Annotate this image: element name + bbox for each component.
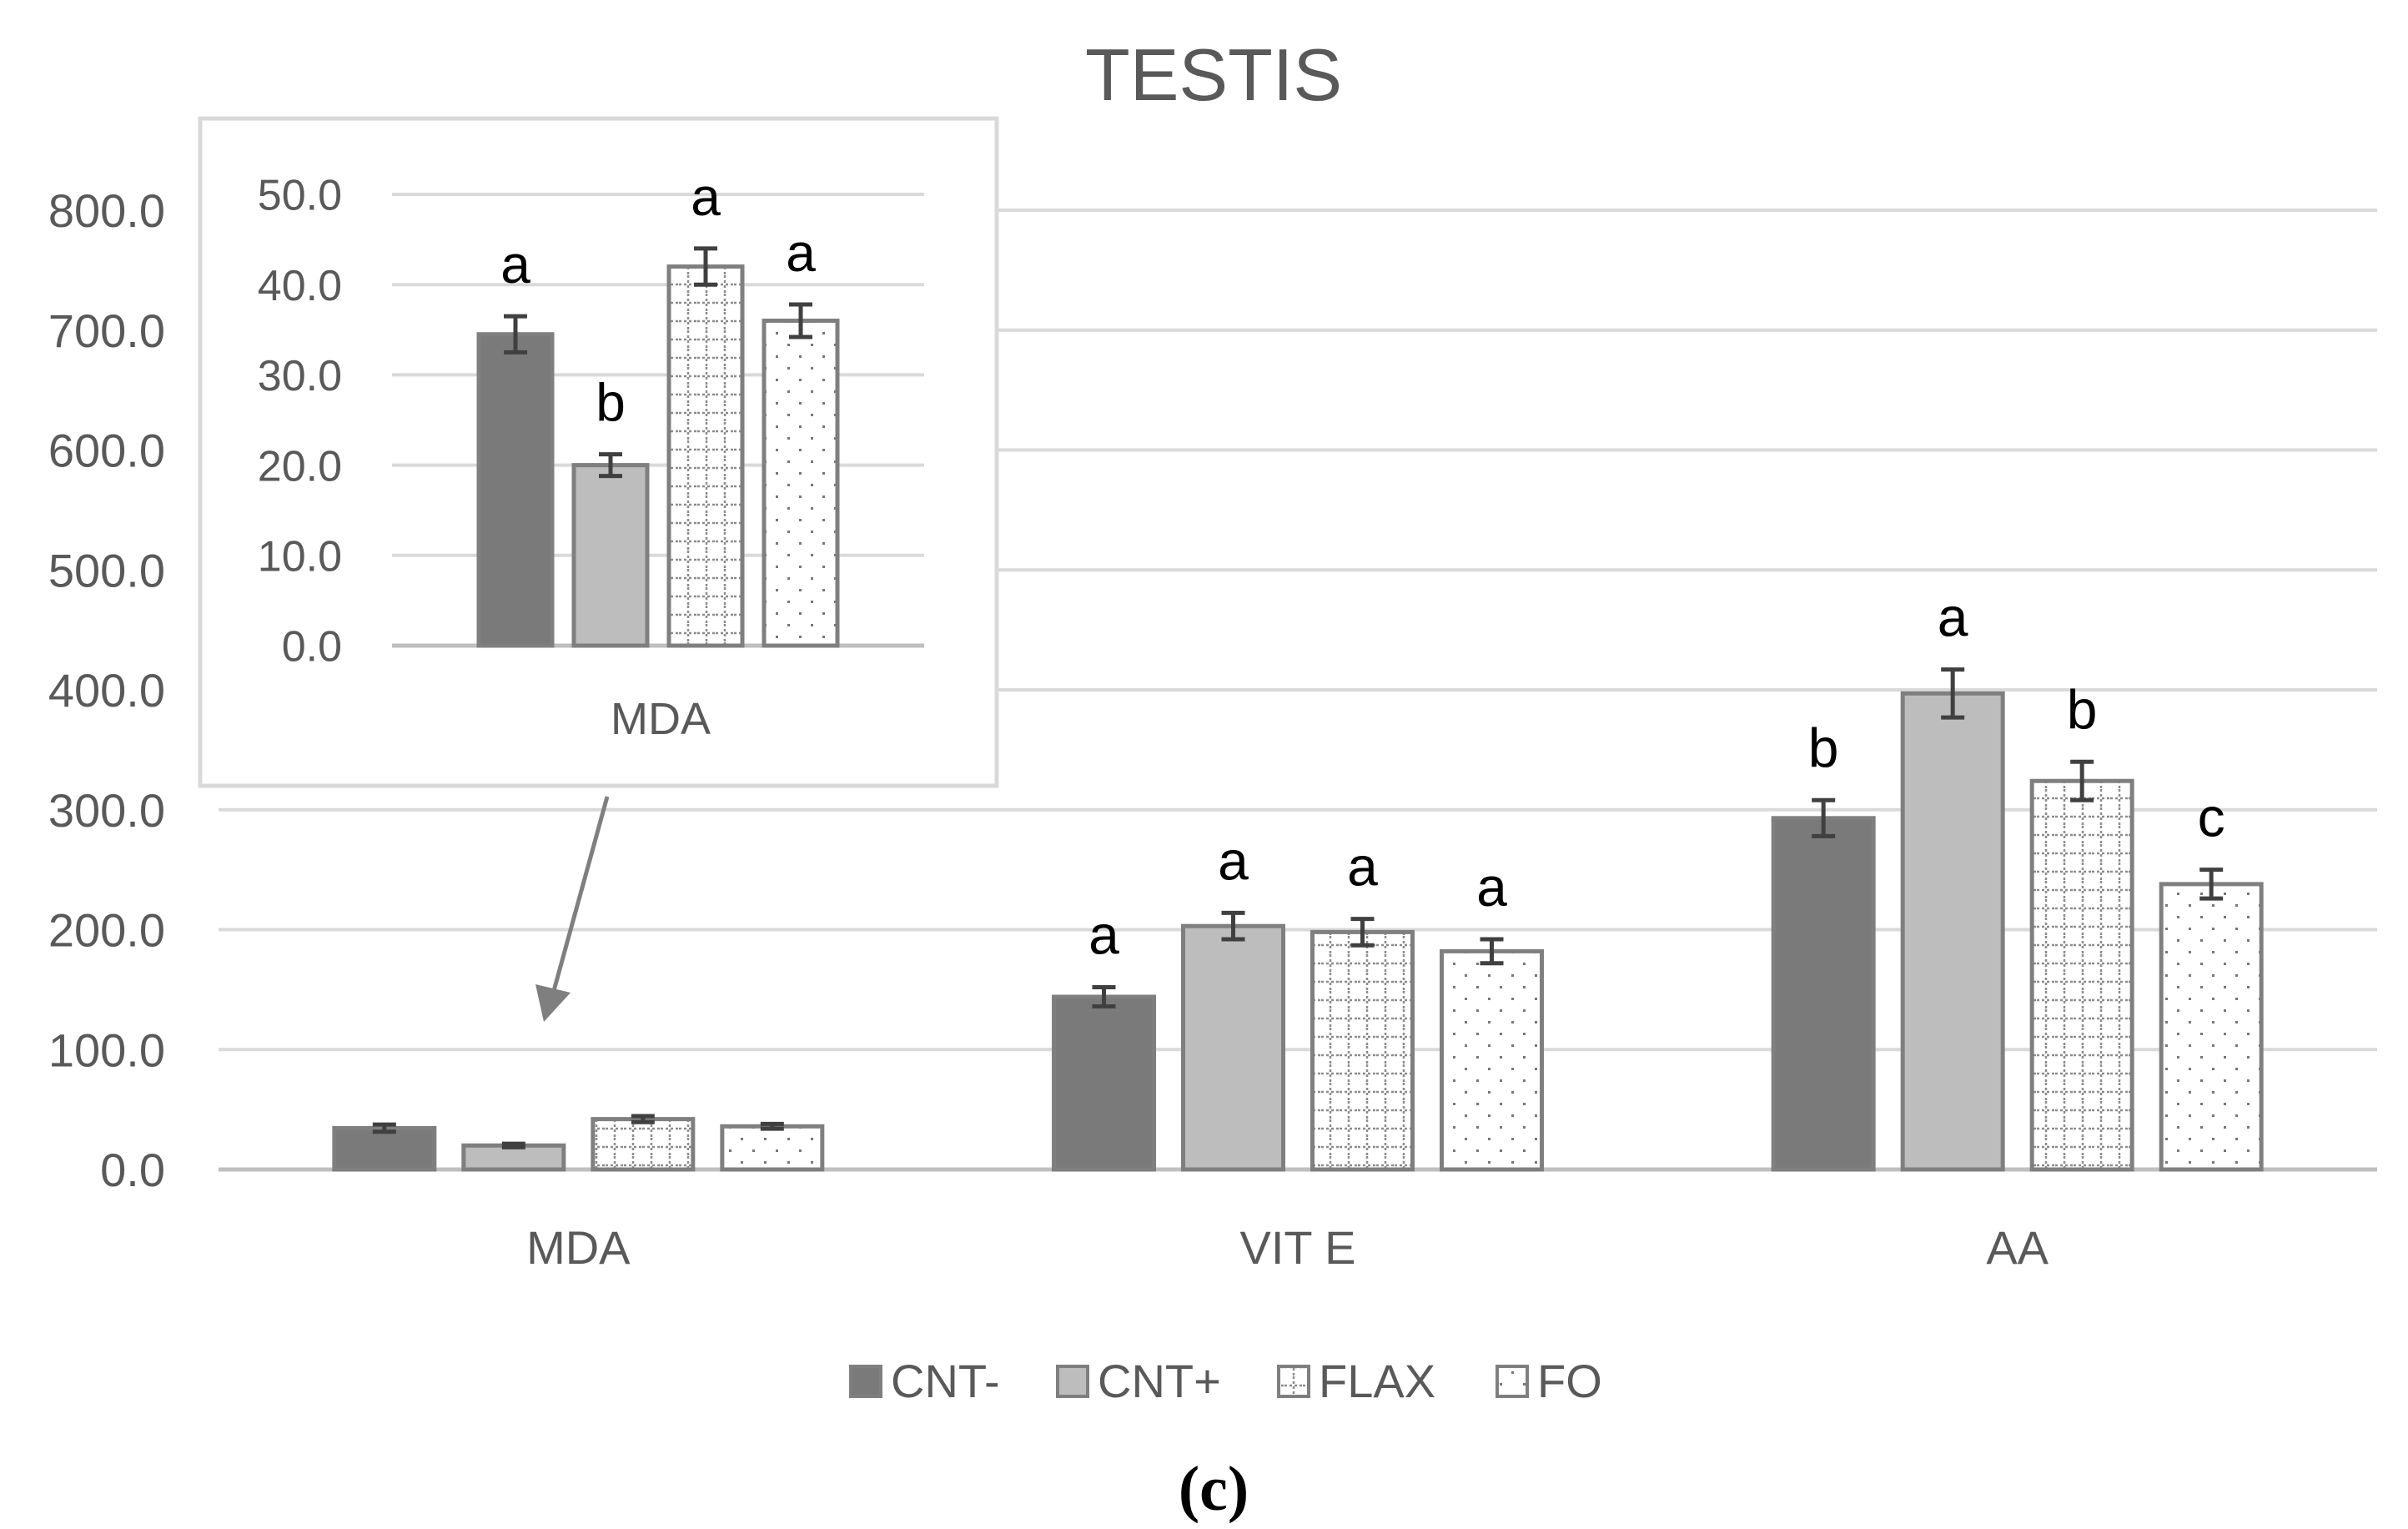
main-bars (332, 667, 2264, 1172)
inset-x-label: MDA (611, 694, 711, 744)
main-bar-mda-fo (720, 1124, 825, 1172)
inset-y-axis: 0.0 10.0 20.0 30.0 40.0 50.0 (258, 172, 342, 671)
main-error-bar-aa-cnt (1812, 797, 1836, 838)
inset-y-tick-label: 10.0 (258, 533, 342, 581)
legend-item-flax: FLAX (1277, 1355, 1435, 1407)
inset-significance-letters: a b a a (500, 167, 816, 433)
main-bar-vit-e-cnt (1052, 994, 1156, 1172)
legend-label-cnt: CNT- (891, 1355, 1000, 1407)
inset-bar-mda-fo (762, 318, 840, 648)
main-error-bar-vit-e-flax (1350, 917, 1375, 948)
main-error-bar-mda-fo (760, 1121, 784, 1131)
inset-sig-letter-mda-flax: a (691, 167, 721, 227)
main-bar-aa-flax (2029, 778, 2134, 1172)
main-sig-letter-aa-cnt: b (1808, 717, 1839, 778)
main-x-tick-label: AA (1986, 1221, 2049, 1274)
legend: CNT- CNT+ FLAX FO (849, 1355, 1602, 1407)
main-y-tick-label: 700.0 (48, 304, 165, 357)
inset-sig-letter-mda-cnt: b (596, 373, 626, 433)
inset-bar-mda-flax (666, 264, 745, 648)
main-y-tick-label: 0.0 (100, 1144, 165, 1196)
inset-error-bar-mda-cnt (599, 452, 622, 479)
main-error-bar-mda-flax (631, 1114, 655, 1124)
inset-y-tick-label: 20.0 (258, 442, 342, 490)
legend-label-cnt: CNT+ (1098, 1355, 1221, 1407)
main-y-tick-label: 200.0 (48, 904, 165, 957)
main-y-tick-label: 600.0 (48, 425, 165, 477)
legend-swatch-flax (1277, 1365, 1310, 1398)
inset-bar-mda-cnt (476, 332, 555, 648)
main-bar-mda-cnt (332, 1125, 437, 1172)
legend-item-cnt: CNT- (849, 1355, 1000, 1407)
main-bar-aa-cnt (1900, 691, 2005, 1172)
main-sig-letter-aa-flax: b (2067, 678, 2098, 740)
inset-bar-mda-cnt (571, 463, 650, 648)
main-sig-letter-aa-fo: c (2198, 787, 2225, 848)
main-error-bar-aa-fo (2199, 868, 2224, 901)
chart-title: TESTIS (1085, 33, 1342, 116)
main-x-tick-label: VIT E (1239, 1221, 1355, 1274)
main-error-bar-vit-e-cnt (1221, 910, 1245, 942)
main-y-tick-label: 500.0 (48, 544, 165, 596)
main-bar-mda-flax (591, 1117, 696, 1172)
main-bar-aa-fo (2159, 882, 2264, 1172)
main-error-bar-mda-cnt (372, 1122, 396, 1134)
inset-y-tick-label: 40.0 (258, 262, 342, 310)
main-y-axis: 0.0 100.0 200.0 300.0 400.0 500.0 600.0 700.0 80… (48, 184, 165, 1196)
main-error-bar-vit-e-cnt (1092, 985, 1116, 1008)
main-sig-letter-vit-e-fo: a (1476, 856, 1507, 918)
legend-item-fo: FO (1496, 1355, 1602, 1407)
inset-y-tick-label: 30.0 (258, 352, 342, 400)
legend-swatch-fo (1496, 1365, 1529, 1398)
inset-y-tick-label: 50.0 (258, 172, 342, 220)
main-y-tick-label: 400.0 (48, 664, 165, 717)
main-error-bar-aa-cnt (1941, 667, 1965, 720)
inset-sig-letter-mda-fo: a (786, 223, 816, 283)
panel-label: (c) (1179, 1454, 1249, 1524)
legend-swatch-cnt (849, 1365, 882, 1398)
main-sig-letter-vit-e-cnt: a (1088, 904, 1119, 966)
legend-swatch-cnt (1056, 1365, 1089, 1398)
inset-sig-letter-mda-cnt: a (500, 234, 530, 294)
main-x-tick-label: MDA (526, 1221, 631, 1274)
legend-item-cnt: CNT+ (1056, 1355, 1221, 1407)
main-y-tick-label: 100.0 (48, 1024, 165, 1076)
inset-error-bar-mda-fo (789, 302, 812, 339)
inset-pointer-arrow (535, 796, 610, 1022)
inset-y-tick-label: 0.0 (282, 623, 342, 671)
main-y-tick-label: 800.0 (48, 184, 165, 237)
main-x-axis: MDA VIT E AA (526, 1221, 2049, 1274)
main-bar-vit-e-cnt (1181, 923, 1285, 1172)
inset-error-bar-mda-flax (694, 246, 717, 287)
main-y-tick-label: 300.0 (48, 784, 165, 837)
main-error-bar-vit-e-fo (1480, 937, 1504, 966)
main-sig-letter-vit-e-cnt: a (1218, 829, 1249, 891)
main-bar-vit-e-flax (1310, 929, 1415, 1172)
main-bar-vit-e-fo (1440, 948, 1544, 1172)
inset-frame (198, 116, 999, 788)
legend-label-flax: FLAX (1319, 1355, 1435, 1407)
main-sig-letter-vit-e-flax: a (1347, 836, 1378, 898)
main-significance-letters: a a a a b a b c (1088, 586, 2225, 966)
main-bar-aa-cnt (1771, 816, 1876, 1172)
main-error-bar-aa-flax (2070, 759, 2094, 802)
main-sig-letter-aa-cnt: a (1938, 586, 1968, 648)
main-error-bar-mda-cnt (501, 1141, 525, 1149)
inset-error-bar-mda-cnt (504, 314, 527, 355)
inset-bars (476, 246, 840, 648)
legend-label-fo: FO (1537, 1355, 1602, 1407)
